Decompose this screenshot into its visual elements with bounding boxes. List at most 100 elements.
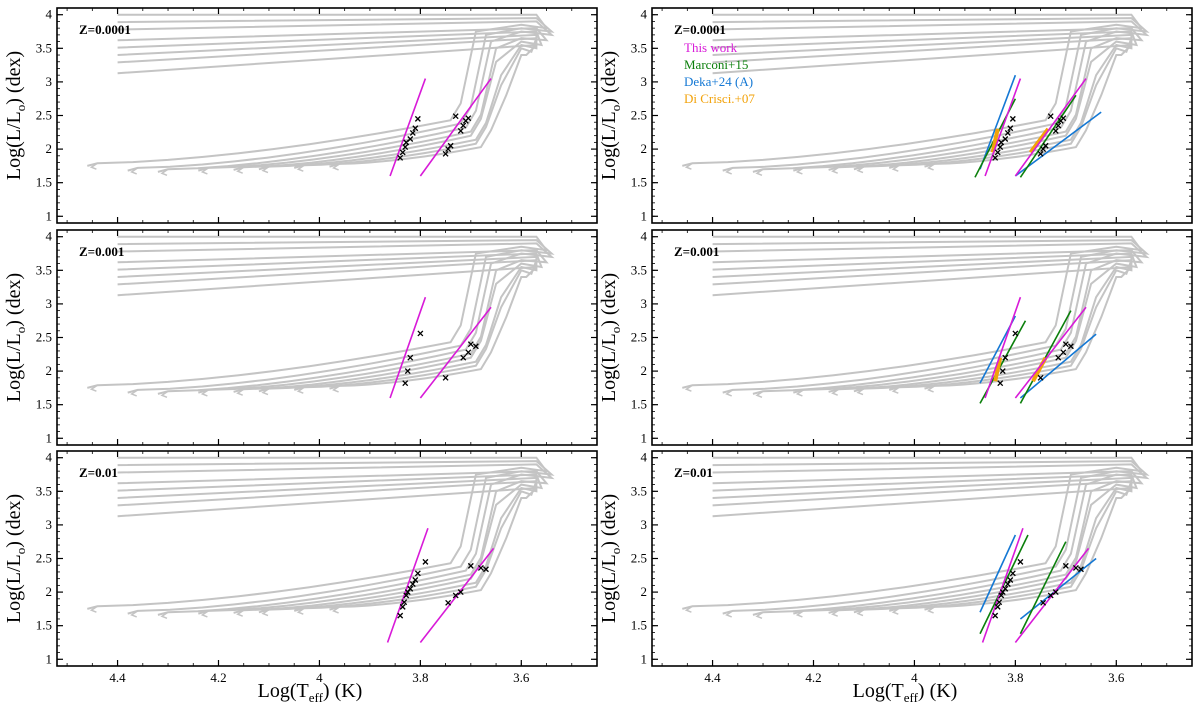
star-marker bbox=[1004, 581, 1011, 587]
star-marker bbox=[465, 115, 472, 122]
x-tick-label: 4.4 bbox=[109, 670, 126, 685]
track-start-hook bbox=[331, 606, 341, 614]
track-start-hook bbox=[261, 608, 270, 617]
star-marker bbox=[465, 349, 472, 356]
y-tick-label: 2.5 bbox=[631, 330, 647, 345]
track-start-hook bbox=[891, 164, 900, 172]
y-tick-label: 3 bbox=[46, 517, 53, 532]
y-tick-label: 3.5 bbox=[631, 483, 647, 498]
panel-title: Z=0.001 bbox=[674, 244, 719, 259]
y-axis-title: Log(L/Lo) (dex) bbox=[3, 51, 28, 180]
y-tick-label: 1.5 bbox=[631, 397, 647, 412]
y-tick-label: 2 bbox=[46, 363, 53, 378]
panel-left-top: 1 1.5 2 2.5 3 3.5 4 Z=0.0001 bbox=[36, 7, 598, 224]
track-start-hook bbox=[331, 385, 341, 393]
star-marker bbox=[397, 154, 404, 161]
y-tick-label: 1.5 bbox=[36, 175, 52, 190]
marconi-edge-line bbox=[1019, 310, 1072, 404]
y-axis-title: Log(L/Lo) (dex) bbox=[3, 273, 28, 402]
y-tick-label: 1.5 bbox=[631, 618, 647, 633]
star-marker bbox=[397, 612, 404, 619]
track-start-hook bbox=[891, 607, 900, 615]
star-marker bbox=[403, 592, 410, 599]
evolution-track bbox=[87, 456, 549, 610]
evolution-track bbox=[712, 486, 1135, 611]
marconi-edge-line bbox=[979, 534, 1029, 635]
y-tick-label: 1 bbox=[46, 430, 53, 445]
star-marker bbox=[994, 603, 1001, 610]
star-marker bbox=[422, 558, 429, 565]
y-axis-title: Log(L/Lo) (dex) bbox=[598, 494, 623, 623]
track-start-hook bbox=[236, 166, 245, 174]
track-start-hook bbox=[926, 606, 936, 614]
track-start-hook bbox=[236, 609, 245, 617]
track-start-hook bbox=[755, 611, 764, 619]
track-start-hook bbox=[89, 162, 98, 170]
y-tick-label: 1.5 bbox=[36, 397, 52, 412]
star-marker bbox=[407, 585, 414, 592]
star-marker bbox=[402, 380, 409, 387]
y-tick-label: 1 bbox=[641, 651, 648, 666]
y-tick-label: 3.5 bbox=[36, 483, 52, 498]
this-work-red-edge bbox=[1014, 306, 1087, 399]
track-start-hook bbox=[296, 607, 305, 615]
star-marker bbox=[1060, 349, 1067, 356]
star-marker bbox=[992, 154, 999, 161]
star-marker bbox=[1055, 354, 1062, 361]
track-start-hook bbox=[795, 389, 804, 397]
panel-left-bottom: 1 1.5 2 2.5 3 3.5 4 4.4 4.2 4 3.8 3.6 Z=0.01 bbox=[36, 450, 598, 685]
plot-area bbox=[682, 456, 1150, 643]
track-start-hook bbox=[856, 387, 865, 396]
y-tick-label: 3 bbox=[641, 74, 648, 89]
marconi-edge-line bbox=[1019, 541, 1067, 635]
track-start-hook bbox=[684, 605, 693, 613]
star-marker bbox=[997, 144, 1004, 151]
y-tick-label: 2 bbox=[46, 584, 53, 599]
track-start-hook bbox=[725, 389, 734, 397]
evolution-track bbox=[117, 259, 538, 391]
star-marker bbox=[483, 566, 489, 573]
x-tick-label: 4.2 bbox=[805, 670, 821, 685]
star-marker bbox=[442, 374, 449, 381]
track-start-hook bbox=[200, 389, 209, 397]
y-tick-label: 4 bbox=[46, 229, 53, 244]
dicrisci-edge-line bbox=[990, 128, 1000, 153]
deka-edge-line bbox=[979, 534, 1017, 613]
plot-area bbox=[87, 456, 555, 643]
x-tick-label: 3.8 bbox=[1007, 670, 1023, 685]
track-start-hook bbox=[130, 610, 139, 618]
track-start-hook bbox=[160, 611, 169, 619]
star-marker bbox=[1078, 566, 1084, 573]
star-marker bbox=[472, 343, 479, 350]
star-marker bbox=[998, 592, 1005, 599]
evolution-track bbox=[117, 486, 540, 611]
track-start-hook bbox=[725, 167, 734, 175]
x-tick-label: 3.8 bbox=[412, 670, 428, 685]
track-start-hook bbox=[831, 388, 840, 396]
this-work-red-edge bbox=[419, 78, 492, 177]
track-start-hook bbox=[160, 168, 169, 176]
y-tick-label: 3 bbox=[641, 517, 648, 532]
star-marker bbox=[414, 115, 421, 122]
star-marker bbox=[1042, 142, 1049, 149]
dicrisci-edge-line bbox=[993, 357, 1003, 382]
track-start-hook bbox=[236, 388, 245, 396]
y-tick-label: 2.5 bbox=[631, 551, 647, 566]
star-marker bbox=[1002, 136, 1009, 142]
y-tick-label: 4 bbox=[46, 450, 53, 465]
star-marker bbox=[404, 368, 411, 375]
track-start-hook bbox=[684, 162, 693, 170]
this-work-red-edge bbox=[1014, 78, 1087, 177]
star-marker bbox=[452, 113, 459, 120]
star-marker bbox=[1052, 589, 1059, 596]
track-start-hook bbox=[856, 608, 865, 617]
evolution-track bbox=[712, 480, 1133, 612]
y-tick-label: 4 bbox=[641, 450, 648, 465]
this-work-red-edge bbox=[419, 306, 492, 399]
star-marker bbox=[994, 149, 1001, 156]
this-work-blue-edge bbox=[984, 78, 1022, 177]
y-tick-label: 1 bbox=[641, 208, 648, 223]
track-start-hook bbox=[130, 389, 139, 397]
y-tick-label: 1 bbox=[46, 208, 53, 223]
